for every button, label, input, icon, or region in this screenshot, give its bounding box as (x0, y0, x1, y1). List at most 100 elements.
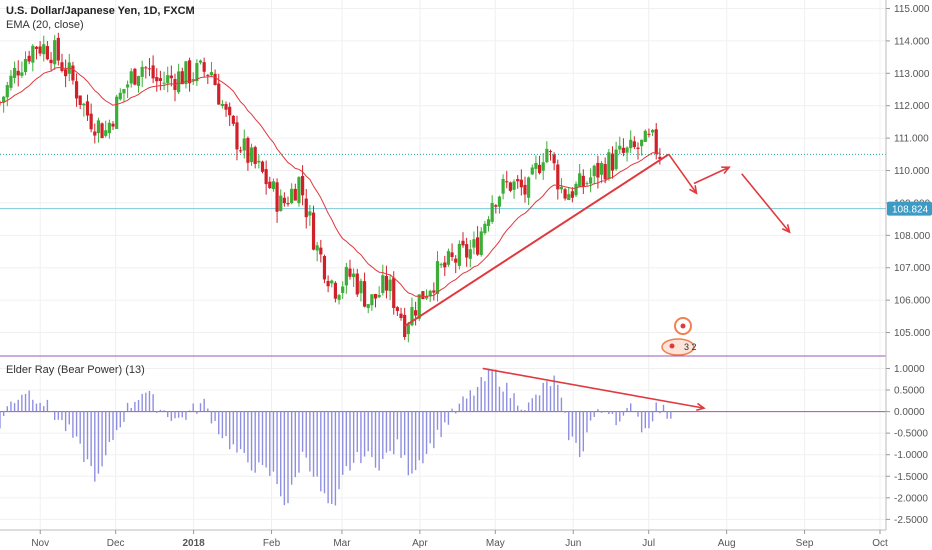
candle-body (636, 147, 640, 149)
oscillator-trendline-group (482, 367, 706, 412)
candle-body (352, 273, 356, 278)
event-marker-group[interactable] (661, 338, 695, 356)
candle-body (282, 197, 286, 204)
oscillator-axis-label: -1.0000 (894, 450, 928, 461)
candle-body (490, 202, 494, 222)
candle-body (136, 76, 141, 86)
candle-body (647, 133, 651, 135)
candle-body (213, 73, 217, 86)
candle-body (403, 314, 407, 338)
candle-body (198, 60, 203, 63)
candle-body (297, 177, 301, 204)
projection-arrow-line[interactable] (693, 166, 730, 185)
event-marker-count: 3 2 (684, 342, 697, 352)
candle-body (370, 294, 374, 306)
candle-body (446, 251, 451, 265)
candle-body (603, 164, 607, 180)
price-axis[interactable]: 115.000 114.000 113.000 112.000 111.000 110.0… (886, 4, 931, 339)
candle-body (290, 188, 294, 204)
ema-legend: EMA (20, close) (6, 19, 84, 31)
candle-body (304, 198, 308, 218)
projection-arrow-line[interactable] (741, 173, 791, 233)
candle-body (475, 237, 480, 255)
candle-body (337, 295, 341, 300)
candle-body (424, 296, 429, 299)
candle-body (621, 147, 626, 153)
last-price-tag: 108.824 (887, 201, 932, 216)
candle-body (494, 205, 498, 207)
candle-body (93, 131, 97, 136)
support-trendline[interactable] (404, 153, 670, 327)
candle-body (465, 244, 469, 258)
candle-body (187, 60, 192, 84)
candle-body (563, 189, 567, 199)
event-marker-group-dot (669, 343, 675, 349)
price-axis-label: 107.000 (894, 263, 931, 274)
candle-body (650, 130, 655, 133)
candle-body (118, 92, 122, 100)
candle-body (483, 223, 487, 234)
candle-body (545, 148, 549, 163)
candle-body (264, 169, 268, 185)
oscillator-axis-label: -2.5000 (894, 515, 928, 526)
candle-body (89, 113, 93, 130)
candle-body (599, 163, 604, 175)
event-markers[interactable]: 3 2 (661, 317, 697, 356)
candle-body (399, 313, 403, 318)
oscillator-trendline-head (696, 402, 706, 412)
price-plot-area[interactable]: 3 2 (0, 32, 886, 356)
oscillator-trendline[interactable] (482, 367, 705, 409)
candle-body (454, 258, 458, 263)
candle-body (71, 65, 75, 81)
candle-body (610, 153, 615, 171)
projection-arrows (668, 153, 791, 234)
candle-body (468, 249, 472, 259)
candle-body (12, 67, 17, 78)
candle-body (195, 63, 199, 82)
candle-body (443, 262, 447, 268)
candle-body (202, 62, 206, 72)
oscillator-plot-area[interactable] (0, 367, 886, 506)
candle-body (632, 141, 636, 148)
candle-body (414, 310, 418, 316)
candle-body (246, 137, 250, 163)
candle-body (592, 165, 596, 177)
candle-body (53, 40, 57, 65)
candle-body (457, 243, 461, 266)
candle-body (74, 81, 79, 99)
candle-body (206, 74, 210, 76)
candle-body (512, 181, 516, 190)
candle-body (377, 294, 381, 298)
oscillator-axis-label: -0.5000 (894, 429, 928, 440)
time-axis-label: Feb (263, 538, 281, 549)
candle-body (333, 282, 338, 299)
oscillator-axis[interactable]: 1.0000 0.5000 0.0000 -0.5000 -1.0000 -1.5000 -… (886, 364, 928, 526)
candle-body (589, 177, 593, 184)
candle-body (107, 122, 111, 134)
candle-body (618, 145, 622, 150)
projection-arrow-line[interactable] (668, 153, 698, 194)
candle-body (162, 82, 166, 84)
candle-body (286, 203, 290, 205)
candle-body (100, 123, 104, 139)
candle-body (581, 175, 585, 187)
price-axis-label: 114.000 (894, 36, 930, 47)
candle-body (224, 104, 228, 110)
candle-body (519, 179, 523, 188)
candle-body (45, 46, 49, 60)
time-axis-label: Aug (718, 538, 736, 549)
candle-body (625, 147, 629, 153)
oscillator-axis-label: 1.0000 (894, 364, 925, 375)
candle-body (151, 65, 155, 79)
candle-body (158, 78, 163, 81)
time-axis[interactable]: Nov Dec 2018 Feb Mar Apr May Jun Jul Aug Sep Oct (31, 530, 888, 549)
candle-body (366, 304, 370, 309)
price-axis-label: 112.000 (894, 101, 930, 112)
candle-body (505, 181, 509, 183)
candle-body (231, 115, 235, 124)
trendline-group (404, 153, 670, 327)
candle-body (410, 307, 414, 326)
candle-body (38, 46, 42, 54)
candle-body (115, 96, 119, 129)
